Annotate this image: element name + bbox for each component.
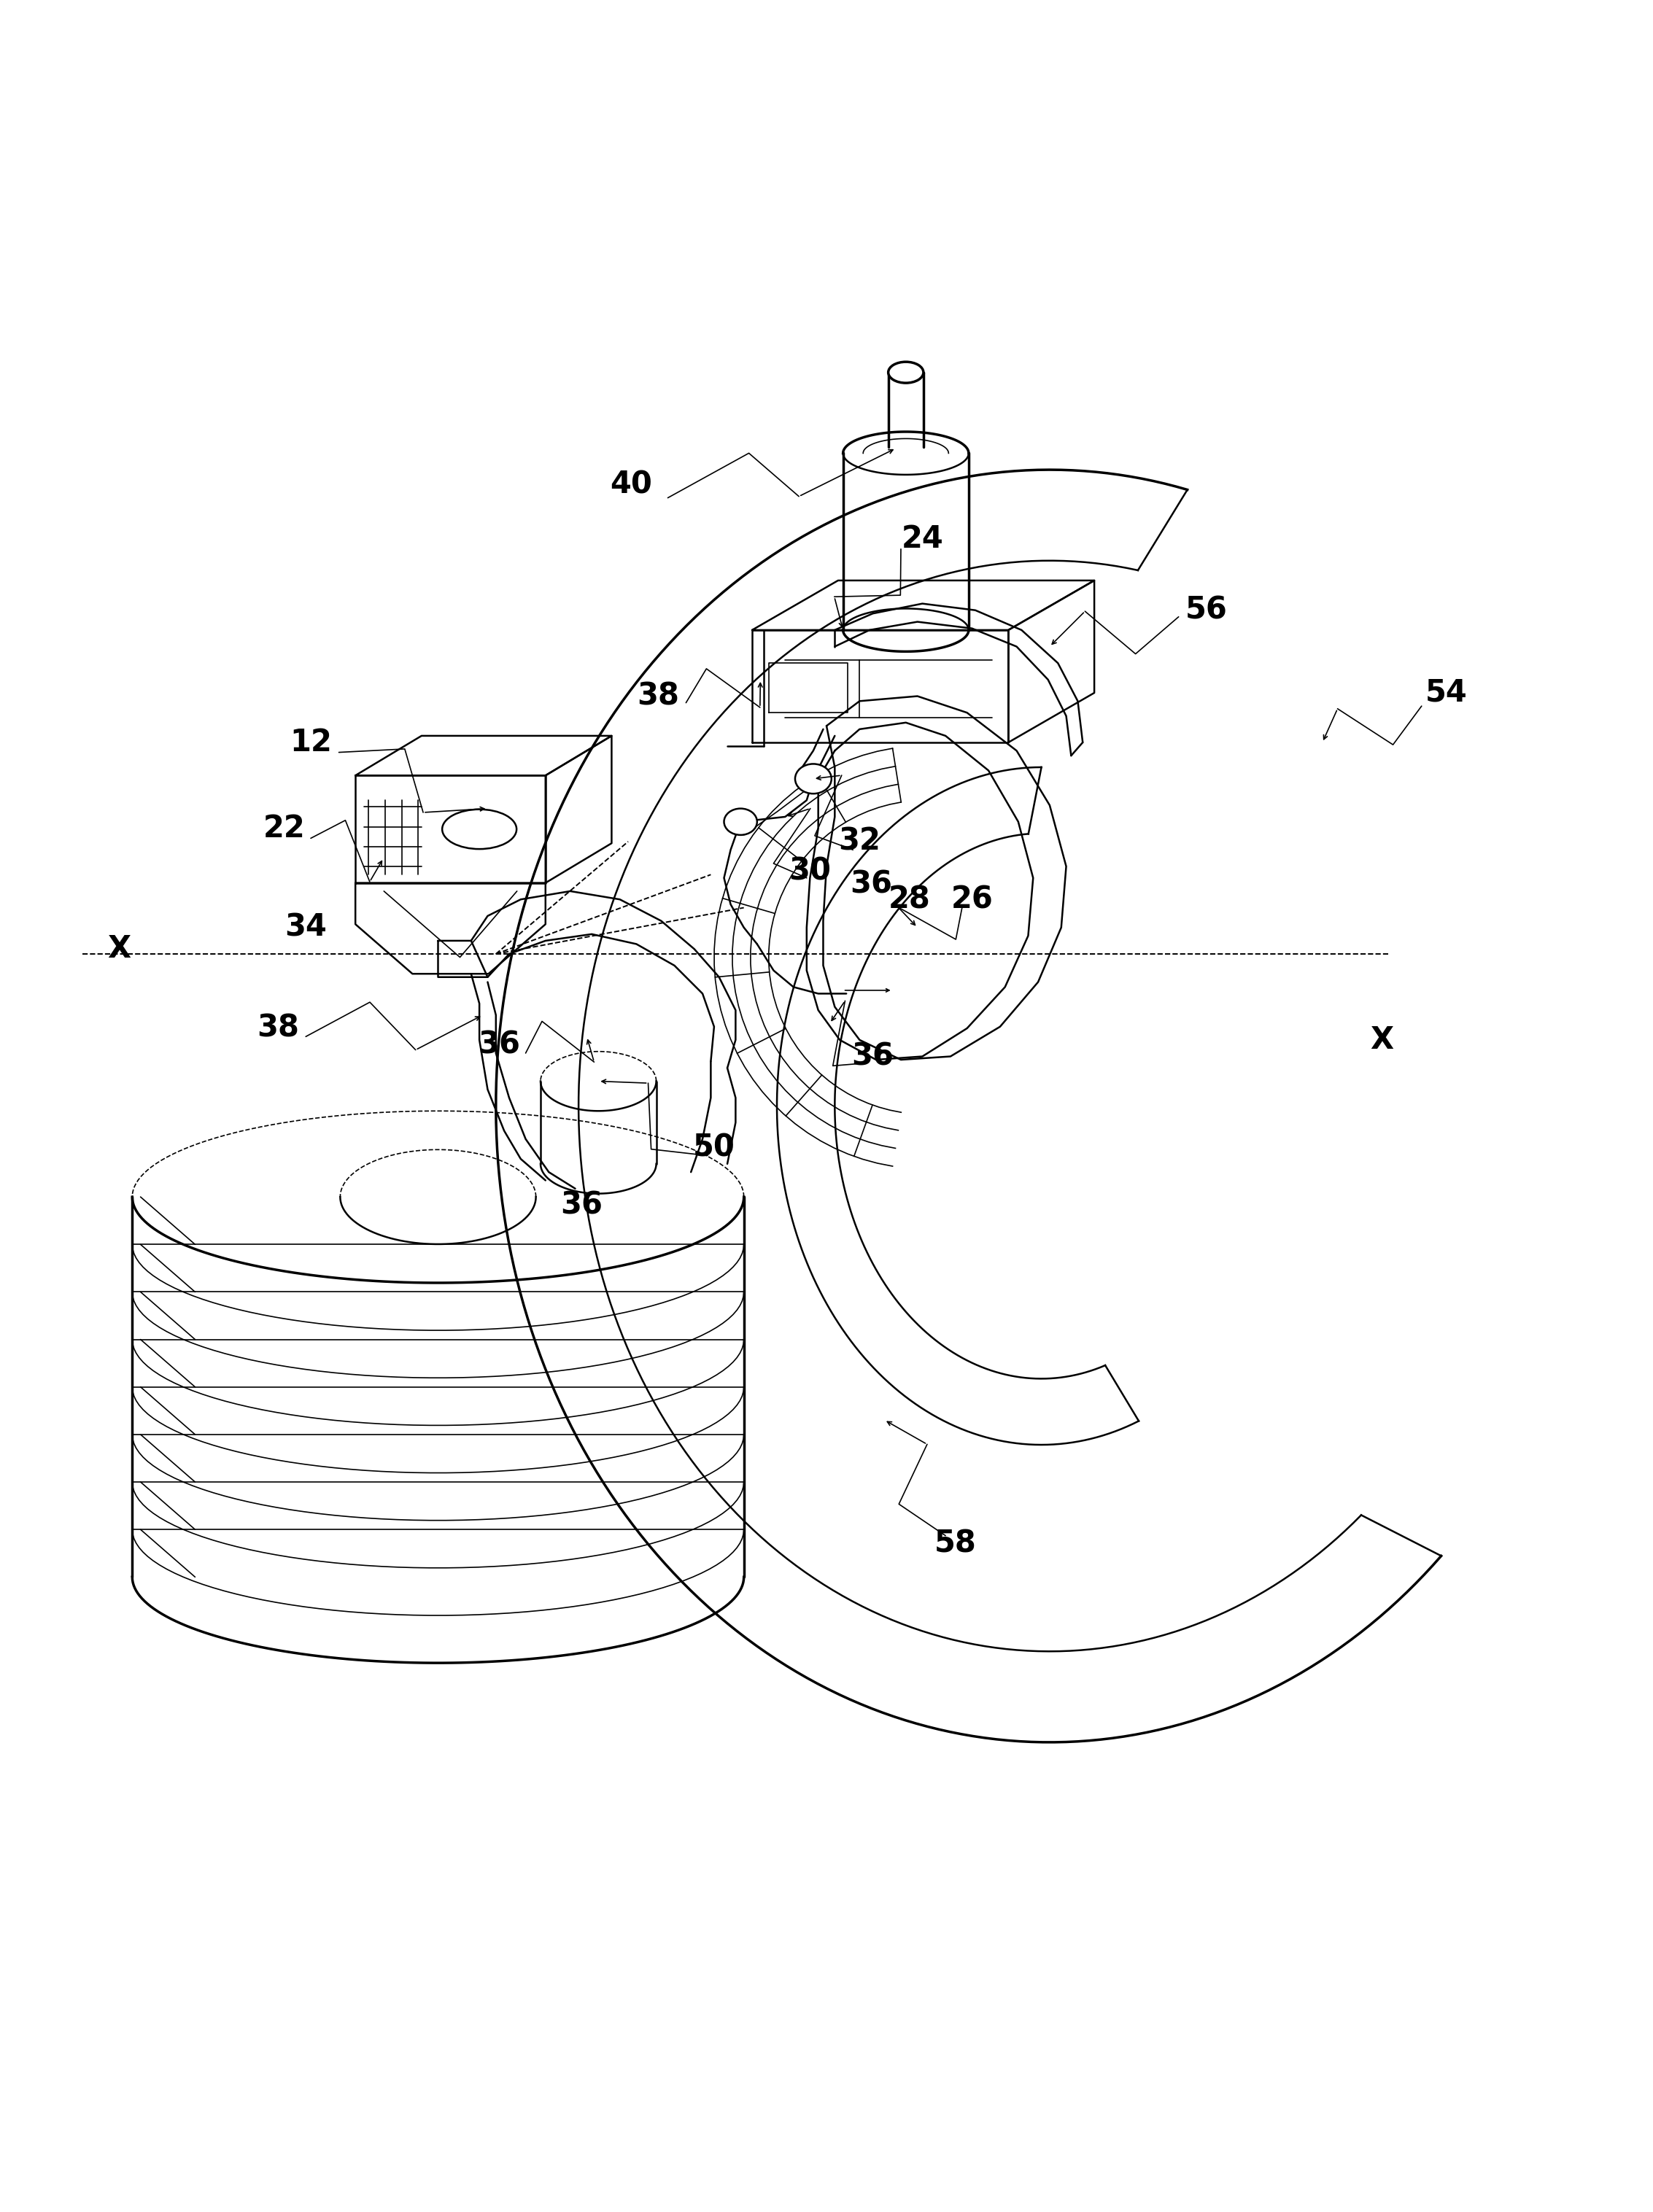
Text: 22: 22 [263, 814, 306, 843]
Text: 28: 28 [888, 885, 931, 916]
Text: 30: 30 [788, 856, 831, 887]
Text: 38: 38 [636, 681, 679, 712]
Text: 54: 54 [1425, 677, 1468, 708]
Text: 40: 40 [610, 469, 653, 500]
Text: 36: 36 [851, 1042, 894, 1073]
Text: 32: 32 [838, 827, 881, 856]
Text: X: X [1370, 1024, 1393, 1055]
Text: 36: 36 [478, 1029, 521, 1060]
Ellipse shape [888, 363, 924, 383]
Text: 26: 26 [950, 885, 993, 916]
Text: 36: 36 [560, 1190, 603, 1221]
Text: 34: 34 [284, 911, 327, 942]
Text: 24: 24 [901, 524, 944, 555]
Ellipse shape [795, 763, 831, 794]
Text: 58: 58 [934, 1528, 977, 1559]
Text: X: X [107, 933, 131, 964]
Text: 56: 56 [1185, 595, 1228, 626]
Text: 12: 12 [289, 728, 332, 759]
Text: 38: 38 [256, 1013, 299, 1044]
Text: 50: 50 [693, 1133, 736, 1164]
Text: 36: 36 [850, 869, 893, 900]
Ellipse shape [724, 810, 757, 834]
